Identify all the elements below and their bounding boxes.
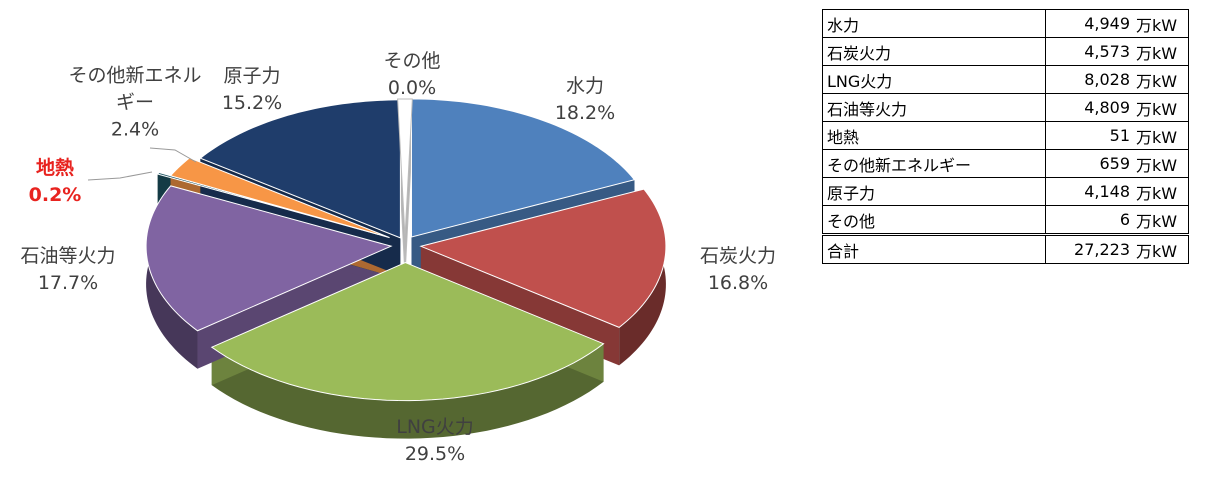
table-row: 石炭火力 4,573 万kW: [822, 37, 1189, 66]
label-value: 17.7%: [37, 272, 99, 294]
capacity-table: 水力 4,949 万kW 石炭火力 4,573 万kW LNG火力 8,028 万kW 石油等火力…: [822, 9, 1189, 264]
slice-label: 水力 18.2%: [555, 73, 615, 127]
slice: [145, 185, 393, 332]
slice-label: その他新エネルギー 2.4%: [63, 63, 208, 144]
table-row: 地熱 51 万kW: [822, 121, 1189, 150]
slice-label: 石炭火力 16.8%: [700, 243, 776, 297]
table-cell: 8,028: [1045, 65, 1136, 94]
label-name: 地熱: [35, 157, 75, 179]
table-row: その他 6 万kW: [822, 205, 1189, 235]
slice: [419, 188, 667, 328]
table-cell: 合計: [822, 233, 1046, 264]
slice: [397, 98, 413, 238]
slice-label: その他 0.0%: [383, 48, 440, 102]
pie-chart: [87, 98, 667, 439]
slice-side: [211, 343, 604, 439]
slice: [169, 157, 390, 239]
table-row: その他新エネルギー 659 万kW: [822, 149, 1189, 178]
table-cell: 万kW: [1136, 121, 1189, 150]
table-cell: 石油等火力: [822, 93, 1046, 122]
table-cell: 4,949: [1045, 9, 1136, 38]
slice-label: 地熱 0.2%: [29, 155, 82, 209]
table-cell: 万kW: [1136, 65, 1189, 94]
table-cell: 万kW: [1136, 9, 1189, 38]
label-value: 0.2%: [28, 184, 82, 206]
label-name: 石炭火力: [699, 245, 777, 267]
label-value: 29.5%: [404, 443, 466, 465]
slice: [199, 99, 401, 239]
table-cell: 27,223: [1045, 233, 1136, 264]
table-cell: 水力: [822, 9, 1046, 38]
table-cell: 石炭火力: [822, 37, 1046, 66]
label-name: 原子力: [223, 65, 281, 87]
table-cell: 51: [1045, 121, 1136, 150]
table-cell: その他: [822, 205, 1046, 235]
table-row: LNG火力 8,028 万kW: [822, 65, 1189, 94]
table-row: 原子力 4,148 万kW: [822, 177, 1189, 206]
table-cell: 4,809: [1045, 93, 1136, 122]
table-cell: 原子力: [822, 177, 1046, 206]
label-name: その他: [383, 50, 441, 72]
leader-line: [87, 171, 153, 181]
table-cell: 万kW: [1136, 149, 1189, 178]
leader-line: [149, 147, 197, 163]
label-value: 0.0%: [387, 77, 437, 99]
label-value: 18.2%: [554, 102, 616, 124]
slice-label: 石油等火力 17.7%: [20, 243, 115, 297]
table-cell: LNG火力: [822, 65, 1046, 94]
label-value: 16.8%: [707, 272, 769, 294]
label-name: その他新エネルギー: [68, 64, 202, 114]
table-cell: 4,573: [1045, 37, 1136, 66]
slice: [410, 98, 636, 238]
label-name: 水力: [565, 75, 605, 97]
table-cell: その他新エネルギー: [822, 149, 1046, 178]
slice-label: LNG火力 29.5%: [396, 414, 474, 468]
table-cell: 万kW: [1136, 93, 1189, 122]
table-cell: 地熱: [822, 121, 1046, 150]
table-row: 石油等火力 4,809 万kW: [822, 93, 1189, 122]
table-cell: 6: [1045, 205, 1136, 235]
table-cell: 万kW: [1136, 233, 1189, 264]
label-name: 石油等火力: [20, 245, 116, 267]
table-cell: 659: [1045, 149, 1136, 178]
table-cell: 万kW: [1136, 37, 1189, 66]
table-cell: 万kW: [1136, 177, 1189, 206]
label-value: 15.2%: [221, 92, 283, 114]
slice: [210, 262, 605, 402]
table-row: 水力 4,949 万kW: [822, 9, 1189, 38]
slice-label: 原子力 15.2%: [222, 63, 282, 117]
table-row: 合計 27,223 万kW: [822, 233, 1189, 264]
table-cell: 万kW: [1136, 205, 1189, 235]
label-value: 2.4%: [110, 118, 160, 141]
label-name: LNG火力: [396, 416, 474, 438]
table-cell: 4,148: [1045, 177, 1136, 206]
